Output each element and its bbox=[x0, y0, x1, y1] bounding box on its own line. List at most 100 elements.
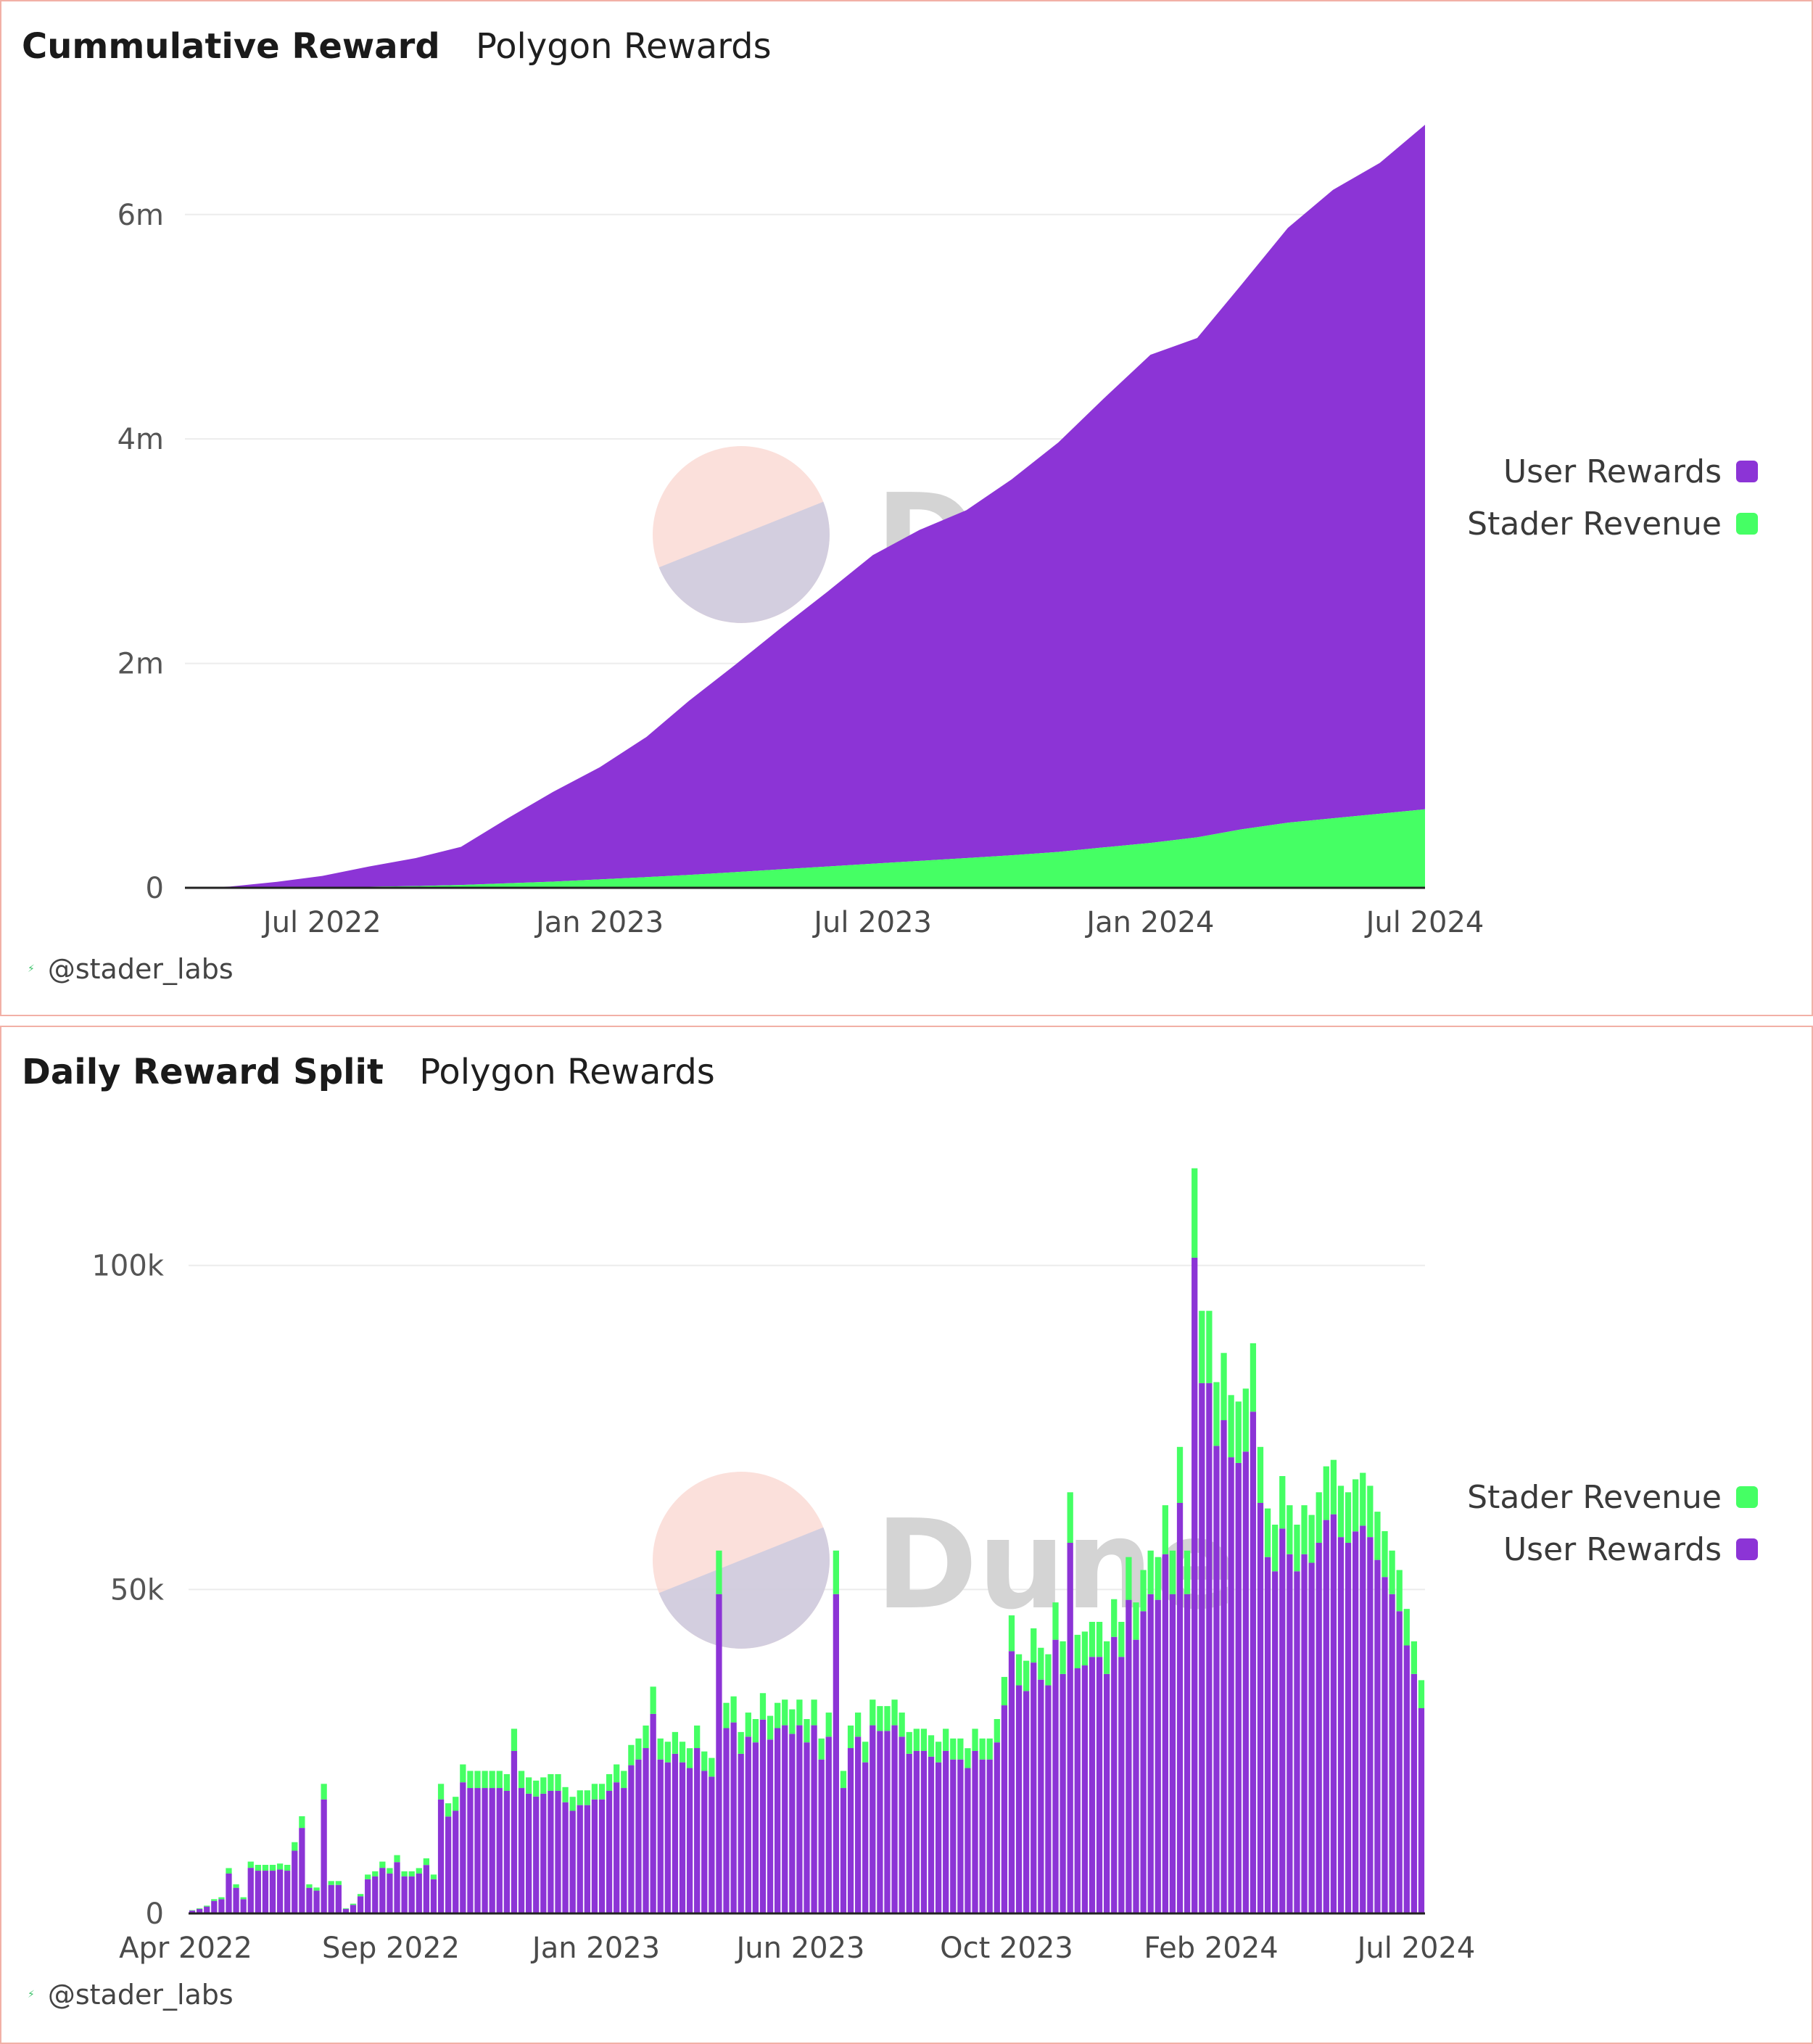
x-tick-label: Jan 2023 bbox=[530, 1932, 660, 1965]
bar-stader-revenue bbox=[1015, 1654, 1023, 1686]
bar-user-rewards bbox=[1023, 1691, 1030, 1913]
bar-user-rewards bbox=[759, 1719, 767, 1913]
bar-stader-revenue bbox=[328, 1881, 334, 1885]
area-series bbox=[185, 125, 1425, 889]
bar-stader-revenue bbox=[445, 1803, 452, 1817]
bar-user-rewards bbox=[1242, 1451, 1249, 1913]
legend-label: User Rewards bbox=[1503, 453, 1722, 490]
bar-stader-revenue bbox=[342, 1908, 350, 1909]
bar-stader-revenue bbox=[1374, 1512, 1381, 1560]
bar-stader-revenue bbox=[716, 1550, 722, 1594]
bar-user-rewards bbox=[1418, 1707, 1425, 1913]
bar-user-rewards bbox=[548, 1790, 554, 1913]
bar-stader-revenue bbox=[775, 1702, 781, 1728]
legend-item-stader-revenue[interactable]: Stader Revenue bbox=[1467, 498, 1758, 550]
bar-user-rewards bbox=[672, 1753, 679, 1913]
bar-user-rewards bbox=[752, 1742, 759, 1913]
bar-stader-revenue bbox=[972, 1728, 978, 1751]
bar-user-rewards bbox=[1221, 1419, 1227, 1913]
bar-user-rewards bbox=[767, 1739, 774, 1913]
footer-handle[interactable]: @stader_labs bbox=[47, 953, 234, 985]
bar-stader-revenue bbox=[1213, 1382, 1220, 1446]
bar-stader-revenue bbox=[1089, 1622, 1096, 1657]
bar-stader-revenue bbox=[1272, 1525, 1279, 1572]
bar-user-rewards bbox=[445, 1816, 452, 1913]
bar-user-rewards bbox=[189, 1911, 196, 1913]
bar-stader-revenue bbox=[365, 1874, 371, 1879]
bar-stader-revenue bbox=[840, 1771, 847, 1789]
bar-user-rewards bbox=[233, 1887, 239, 1913]
bar-stader-revenue bbox=[811, 1699, 817, 1726]
footer-handle[interactable]: @stader_labs bbox=[47, 1979, 234, 2011]
bar-stader-revenue bbox=[979, 1738, 986, 1760]
bar-stader-revenue bbox=[957, 1738, 964, 1760]
chart-title: Daily Reward Split bbox=[22, 1052, 384, 1092]
bar-stader-revenue bbox=[226, 1868, 232, 1874]
bar-user-rewards bbox=[321, 1799, 327, 1913]
legend-label: Stader Revenue bbox=[1467, 1478, 1722, 1516]
legend-label: User Rewards bbox=[1503, 1530, 1722, 1568]
bar-user-rewards bbox=[789, 1734, 796, 1913]
legend-item-user-rewards[interactable]: User Rewards bbox=[1467, 445, 1758, 498]
bar-stader-revenue bbox=[548, 1773, 554, 1791]
bar-user-rewards bbox=[994, 1742, 1000, 1913]
bar-user-rewards bbox=[211, 1900, 218, 1913]
bar-user-rewards bbox=[1104, 1673, 1110, 1913]
bar-user-rewards bbox=[306, 1887, 313, 1913]
bar-user-rewards bbox=[372, 1876, 379, 1913]
x-tick-label: Jul 2024 bbox=[1364, 906, 1484, 939]
stader-logo-icon: ⚡ bbox=[28, 963, 35, 975]
bar-user-rewards bbox=[920, 1750, 928, 1913]
bar-stader-revenue bbox=[679, 1742, 686, 1763]
bar-user-rewards bbox=[1089, 1657, 1096, 1913]
bar-stader-revenue bbox=[401, 1871, 408, 1876]
bar-user-rewards bbox=[694, 1748, 701, 1913]
bar-user-rewards bbox=[503, 1790, 510, 1913]
bar-user-rewards bbox=[1287, 1554, 1293, 1913]
bar-stader-revenue bbox=[423, 1858, 430, 1866]
bar-user-rewards bbox=[1323, 1520, 1329, 1913]
y-axis-ticks: 0 2m 4m 6m bbox=[117, 199, 164, 905]
bar-stader-revenue bbox=[372, 1871, 379, 1876]
bar-stader-revenue bbox=[1294, 1525, 1300, 1572]
bar-stader-revenue bbox=[782, 1699, 788, 1726]
bar-stader-revenue bbox=[694, 1725, 701, 1749]
bar-stader-revenue bbox=[614, 1764, 620, 1783]
y-tick-label: 4m bbox=[117, 423, 164, 456]
bar-user-rewards bbox=[1038, 1679, 1044, 1913]
bar-user-rewards bbox=[474, 1788, 481, 1913]
bar-user-rewards bbox=[709, 1776, 715, 1913]
legend-item-user-rewards[interactable]: User Rewards bbox=[1467, 1523, 1758, 1575]
legend-item-stader-revenue[interactable]: Stader Revenue bbox=[1467, 1471, 1758, 1523]
bar-stader-revenue bbox=[943, 1728, 949, 1751]
bar-stader-revenue bbox=[313, 1887, 320, 1891]
bar-user-rewards bbox=[1045, 1685, 1052, 1913]
bar-user-rewards bbox=[401, 1876, 408, 1913]
bar-user-rewards bbox=[650, 1713, 656, 1913]
bar-user-rewards bbox=[1162, 1554, 1168, 1913]
bar-user-rewards bbox=[1367, 1537, 1374, 1913]
bar-user-rewards bbox=[1389, 1594, 1395, 1913]
y-tick-label: 0 bbox=[146, 872, 164, 905]
bar-stader-revenue bbox=[906, 1731, 912, 1754]
bar-stader-revenue bbox=[1367, 1485, 1374, 1538]
bar-stader-revenue bbox=[306, 1884, 313, 1888]
bar-stader-revenue bbox=[555, 1773, 561, 1791]
bar-user-rewards bbox=[591, 1799, 598, 1913]
bar-user-rewards bbox=[906, 1753, 912, 1913]
bar-user-rewards bbox=[943, 1750, 949, 1913]
bar-user-rewards bbox=[1337, 1537, 1345, 1913]
bar-user-rewards bbox=[825, 1736, 832, 1913]
bar-stader-revenue bbox=[577, 1790, 583, 1805]
bar-user-rewards bbox=[884, 1731, 891, 1913]
x-tick-label: Jul 2023 bbox=[811, 906, 932, 939]
bar-stader-revenue bbox=[1257, 1446, 1264, 1503]
bar-stader-revenue bbox=[854, 1713, 862, 1737]
bar-stader-revenue bbox=[877, 1706, 883, 1731]
bar-stader-revenue bbox=[1126, 1557, 1132, 1600]
bar-stader-revenue bbox=[276, 1863, 284, 1870]
bar-user-rewards bbox=[950, 1759, 957, 1913]
bar-user-rewards bbox=[1360, 1525, 1366, 1913]
bar-user-rewards bbox=[1352, 1531, 1359, 1913]
